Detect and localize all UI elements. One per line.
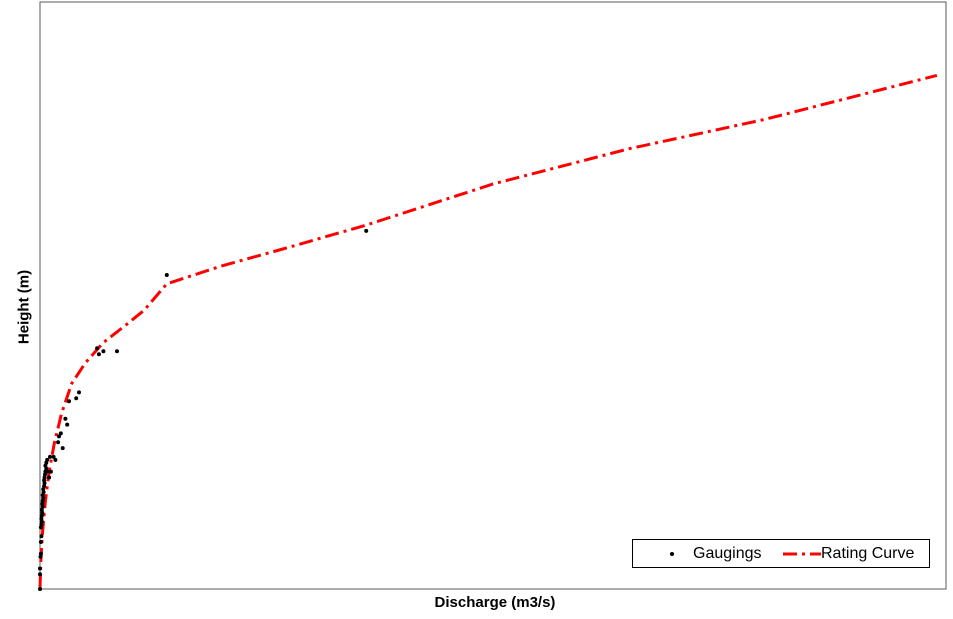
gauging-point	[74, 396, 79, 401]
plot-area	[39, 1, 947, 590]
gauging-point	[39, 534, 44, 539]
x-axis-title: Discharge (m3/s)	[434, 594, 556, 611]
gauging-point	[48, 454, 52, 459]
gauging-point	[53, 457, 58, 462]
gauging-point	[45, 457, 50, 462]
gauging-point	[57, 434, 61, 439]
legend-item-rating-curve: Rating Curve	[783, 540, 914, 567]
gauging-point	[164, 273, 169, 277]
legend-marker-rating-curve	[783, 552, 821, 555]
gauging-point	[63, 416, 68, 421]
gauging-point	[67, 399, 71, 404]
gauging-point	[65, 422, 70, 427]
legend-item-gaugings: Gaugings	[667, 540, 762, 567]
gauging-point	[45, 469, 50, 474]
gauging-point	[40, 501, 45, 506]
gauging-point	[38, 566, 42, 571]
gauging-point	[47, 475, 52, 480]
gauging-point	[48, 469, 53, 474]
gauging-point	[56, 440, 61, 445]
gauging-point	[96, 352, 101, 357]
gauging-point	[42, 475, 47, 480]
gauging-point	[38, 587, 42, 591]
gauging-point	[38, 525, 43, 530]
legend-label-gaugings: Gaugings	[693, 544, 762, 562]
gauging-point	[77, 390, 81, 395]
gauging-point	[42, 484, 47, 489]
gauging-point	[38, 540, 43, 544]
gauging-point	[51, 454, 56, 459]
gauging-point	[40, 493, 45, 498]
gauging-point	[38, 551, 43, 556]
gaugings-layer	[38, 228, 369, 591]
gauging-point	[60, 446, 65, 451]
legend: Gaugings Rating Curve	[632, 539, 930, 568]
gauging-point	[364, 228, 369, 233]
gauging-point	[58, 431, 63, 436]
gauging-point	[39, 516, 44, 521]
y-axis-title: Height (m)	[15, 269, 33, 345]
gauging-point	[38, 572, 42, 577]
gauging-point	[101, 349, 106, 354]
legend-label-rating-curve: Rating Curve	[821, 544, 915, 562]
gauging-point	[115, 349, 119, 354]
legend-marker-gaugings	[670, 551, 674, 556]
gauging-point	[39, 507, 44, 512]
rating-curve-layer	[38, 73, 938, 590]
rating-curve-line	[38, 73, 938, 590]
gauging-point	[95, 346, 100, 351]
